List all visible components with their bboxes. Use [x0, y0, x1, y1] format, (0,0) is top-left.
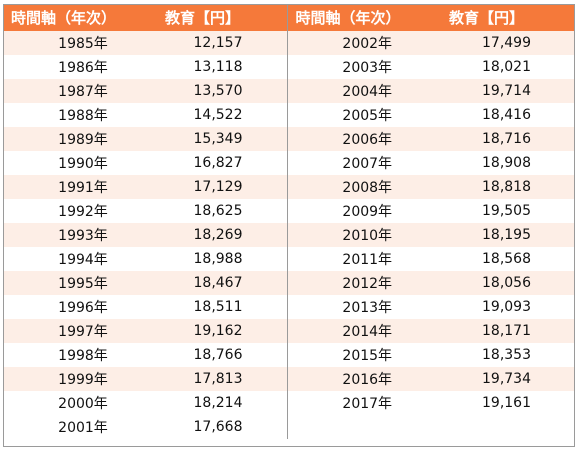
- table-row: 1998年 18,766 2015年 18,353: [3, 343, 575, 367]
- value-cell-right: 19,093: [433, 295, 575, 319]
- value-cell-right: 19,714: [433, 79, 575, 103]
- year-cell-right: 2002年: [286, 31, 433, 55]
- year-cell-left: 1991年: [3, 175, 149, 199]
- table-row: 2000年 18,214 2017年 19,161: [3, 391, 575, 415]
- table-row: 1995年 18,467 2012年 18,056: [3, 271, 575, 295]
- year-cell-left: 1990年: [3, 151, 149, 175]
- year-header-right: 時間軸（年次）: [286, 4, 433, 31]
- year-cell-left: 2000年: [3, 391, 149, 415]
- year-cell-left: 1997年: [3, 319, 149, 343]
- value-cell-left: 19,162: [149, 319, 287, 343]
- value-cell-right: 17,499: [433, 31, 575, 55]
- year-cell-right: 2014年: [286, 319, 433, 343]
- table-body: 1985年 12,157 2002年 17,499 1986年 13,118 2003年 18…: [3, 31, 575, 439]
- year-cell-right: 2010年: [286, 223, 433, 247]
- value-cell-left: 18,467: [149, 271, 287, 295]
- year-cell-left: 1999年: [3, 367, 149, 391]
- value-cell-left: 13,118: [149, 55, 287, 79]
- value-cell-left: 15,349: [149, 127, 287, 151]
- year-cell-right: 2003年: [286, 55, 433, 79]
- year-cell-left: 1993年: [3, 223, 149, 247]
- table-row: 1985年 12,157 2002年 17,499: [3, 31, 575, 55]
- year-cell-left: 2001年: [3, 415, 149, 439]
- value-cell-left: 17,129: [149, 175, 287, 199]
- table-row: 2001年 17,668: [3, 415, 575, 439]
- value-cell-left: 18,269: [149, 223, 287, 247]
- value-cell-right: 18,416: [433, 103, 575, 127]
- header-row: 時間軸（年次） 教育【円】 時間軸（年次） 教育【円】: [3, 4, 575, 31]
- year-cell-right: 2009年: [286, 199, 433, 223]
- table-row: 1997年 19,162 2014年 18,171: [3, 319, 575, 343]
- value-cell-left: 13,570: [149, 79, 287, 103]
- table-row: 1991年 17,129 2008年 18,818: [3, 175, 575, 199]
- value-cell-left: 18,988: [149, 247, 287, 271]
- value-cell-right: 18,716: [433, 127, 575, 151]
- value-cell-right: 18,056: [433, 271, 575, 295]
- year-cell-left: 1996年: [3, 295, 149, 319]
- year-cell-right: 2007年: [286, 151, 433, 175]
- value-cell-right: 18,908: [433, 151, 575, 175]
- table-row: 1993年 18,269 2010年 18,195: [3, 223, 575, 247]
- year-cell-right: 2016年: [286, 367, 433, 391]
- value-cell-left: 14,522: [149, 103, 287, 127]
- table-row: 1989年 15,349 2006年 18,716: [3, 127, 575, 151]
- value-header-left: 教育【円】: [149, 4, 287, 31]
- value-cell-left: 18,511: [149, 295, 287, 319]
- value-cell-right: 19,505: [433, 199, 575, 223]
- year-cell-left: 1985年: [3, 31, 149, 55]
- year-cell-right: 2017年: [286, 391, 433, 415]
- year-cell-left: 1987年: [3, 79, 149, 103]
- year-cell-right: 2015年: [286, 343, 433, 367]
- value-cell-right: 18,818: [433, 175, 575, 199]
- year-cell-right: [286, 415, 433, 439]
- table-row: 1994年 18,988 2011年 18,568: [3, 247, 575, 271]
- value-cell-right: 18,171: [433, 319, 575, 343]
- year-cell-right: 2004年: [286, 79, 433, 103]
- value-cell-left: 18,625: [149, 199, 287, 223]
- table-row: 1992年 18,625 2009年 19,505: [3, 199, 575, 223]
- table-row: 1986年 13,118 2003年 18,021: [3, 55, 575, 79]
- year-cell-left: 1989年: [3, 127, 149, 151]
- value-cell-left: 17,668: [149, 415, 287, 439]
- table-row: 1987年 13,570 2004年 19,714: [3, 79, 575, 103]
- value-cell-right: 19,734: [433, 367, 575, 391]
- value-cell-left: 18,766: [149, 343, 287, 367]
- table-row: 1999年 17,813 2016年 19,734: [3, 367, 575, 391]
- value-cell-left: 17,813: [149, 367, 287, 391]
- value-cell-right: 18,353: [433, 343, 575, 367]
- year-cell-right: 2006年: [286, 127, 433, 151]
- year-cell-left: 1995年: [3, 271, 149, 295]
- year-cell-left: 1994年: [3, 247, 149, 271]
- year-cell-right: 2008年: [286, 175, 433, 199]
- year-cell-left: 1988年: [3, 103, 149, 127]
- year-cell-right: 2005年: [286, 103, 433, 127]
- value-cell-right: 19,161: [433, 391, 575, 415]
- value-header-right: 教育【円】: [433, 4, 575, 31]
- year-cell-left: 1986年: [3, 55, 149, 79]
- year-cell-right: 2012年: [286, 271, 433, 295]
- value-cell-right: 18,195: [433, 223, 575, 247]
- year-cell-left: 1992年: [3, 199, 149, 223]
- year-cell-right: 2011年: [286, 247, 433, 271]
- value-cell-left: 12,157: [149, 31, 287, 55]
- education-cost-table: 時間軸（年次） 教育【円】 時間軸（年次） 教育【円】 1985年 12,157 2…: [3, 4, 575, 439]
- value-cell-left: 16,827: [149, 151, 287, 175]
- value-cell-right: [433, 415, 575, 439]
- table-row: 1990年 16,827 2007年 18,908: [3, 151, 575, 175]
- value-cell-right: 18,021: [433, 55, 575, 79]
- table-row: 1996年 18,511 2013年 19,093: [3, 295, 575, 319]
- year-cell-right: 2013年: [286, 295, 433, 319]
- table-row: 1988年 14,522 2005年 18,416: [3, 103, 575, 127]
- year-header-left: 時間軸（年次）: [3, 4, 149, 31]
- value-cell-right: 18,568: [433, 247, 575, 271]
- year-cell-left: 1998年: [3, 343, 149, 367]
- value-cell-left: 18,214: [149, 391, 287, 415]
